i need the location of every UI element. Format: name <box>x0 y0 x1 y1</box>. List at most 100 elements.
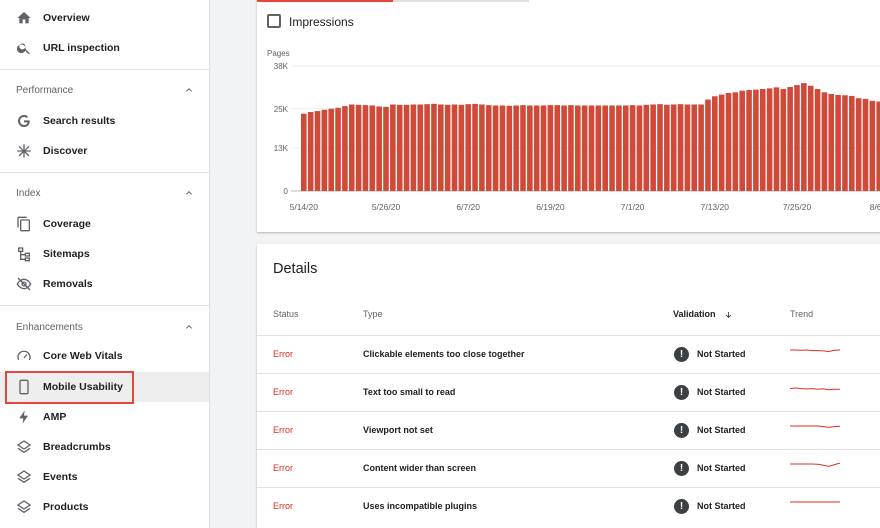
sidebar-item-discover[interactable]: Discover <box>0 136 209 166</box>
asterisk-icon <box>16 143 32 159</box>
chart-bar <box>396 104 403 191</box>
chart-bar <box>643 104 650 191</box>
chart-bar <box>424 104 430 191</box>
sidebar-item-breadcrumbs[interactable]: Breadcrumbs <box>0 432 209 462</box>
chart-bar <box>307 112 314 191</box>
chart-bar <box>376 106 382 191</box>
chart-bar <box>718 94 725 191</box>
chart-bar <box>622 105 629 191</box>
table-row[interactable]: Error Viewport not set! Not Started <box>257 411 880 449</box>
chart-bar <box>348 104 355 191</box>
chart-bar <box>705 99 711 191</box>
chart-bar <box>595 105 602 191</box>
chart-bar <box>335 107 341 191</box>
table-row[interactable]: Error Text too small to read! Not Started <box>257 373 880 411</box>
trend-sparkline <box>790 425 840 428</box>
table-row[interactable]: Error Clickable elements too close togeth… <box>257 335 880 373</box>
sidebar-item-url-inspection[interactable]: URL inspection <box>0 33 209 63</box>
section-title: Performance <box>16 84 74 96</box>
chart-bar <box>458 104 465 191</box>
chart-bar <box>472 103 478 191</box>
sidebar-item-mobile-usability[interactable]: Mobile Usability <box>0 371 209 404</box>
chart-bar <box>417 104 424 191</box>
chart-bar <box>862 98 869 191</box>
chart-bar <box>670 104 677 191</box>
alert-icon: ! <box>674 461 689 476</box>
chart-bar <box>657 104 663 191</box>
details-card: Details Status Type Validation Trend Err… <box>257 244 880 528</box>
layers-icon <box>16 499 32 515</box>
table-row[interactable]: Error Uses incompatible plugins! Not Start… <box>257 487 880 525</box>
column-header-status[interactable]: Status <box>273 309 299 319</box>
chart-bar <box>773 87 780 191</box>
chart-bar <box>321 109 328 191</box>
validation-cell: Not Started <box>697 387 746 397</box>
column-header-trend[interactable]: Trend <box>790 309 814 319</box>
type-cell: Clickable elements too close together <box>363 349 525 359</box>
tab-indicator-inactive <box>393 0 529 2</box>
chart-bar <box>609 105 615 191</box>
chart-bar <box>842 95 848 191</box>
sidebar-item-search-results[interactable]: Search results <box>0 106 209 136</box>
chart-bar <box>355 104 362 191</box>
chart-bar <box>403 104 410 191</box>
chart-bar <box>712 96 718 191</box>
trend-sparkline <box>790 349 840 353</box>
sidebar-item-sitemaps[interactable]: Sitemaps <box>0 239 209 269</box>
chart-bar <box>390 104 396 191</box>
x-tick-label: 6/19/20 <box>536 202 565 212</box>
chart-bar <box>499 105 506 191</box>
impressions-checkbox[interactable] <box>267 14 281 28</box>
y-tick-label: 0 <box>284 187 289 196</box>
section-header-enhancements[interactable]: Enhancements <box>0 317 209 337</box>
column-header-validation[interactable]: Validation <box>673 309 733 320</box>
speedometer-icon <box>16 348 32 364</box>
type-cell: Viewport not set <box>363 425 433 435</box>
chart-bar <box>438 104 444 191</box>
chart-bar <box>801 83 807 191</box>
trend-line <box>790 462 840 467</box>
sidebar-item-label: Breadcrumbs <box>43 441 111 453</box>
x-tick-label: 6/7/20 <box>456 202 480 212</box>
x-tick-label: 5/14/20 <box>290 202 319 212</box>
sidebar-item-amp[interactable]: AMP <box>0 402 209 432</box>
chart-bar <box>855 98 862 191</box>
sidebar-item-removals[interactable]: Removals <box>0 269 209 299</box>
section-header-index[interactable]: Index <box>0 183 209 203</box>
chart-bar <box>732 92 739 191</box>
sidebar-item-coverage[interactable]: Coverage <box>0 209 209 239</box>
chart-card: Impressions Pages 38K 25K 13K 0 5/14/20 5/26… <box>257 0 880 232</box>
column-header-type[interactable]: Type <box>363 309 383 319</box>
sidebar-item-events[interactable]: Events <box>0 462 209 492</box>
table-row[interactable]: Error Content wider than screen! Not Start… <box>257 449 880 487</box>
layers-icon <box>16 439 32 455</box>
chart-bar <box>342 106 348 191</box>
chart-bar <box>513 105 519 191</box>
divider <box>0 172 209 173</box>
x-tick-label: 5/26/20 <box>372 202 401 212</box>
x-tick-label: 7/25/20 <box>783 202 812 212</box>
chart-bar <box>588 105 595 191</box>
eye-off-icon <box>16 276 32 292</box>
chart-bar <box>465 104 471 191</box>
divider <box>0 305 209 306</box>
chart-bar <box>629 105 636 191</box>
sidebar-item-label: Discover <box>43 145 88 157</box>
chart-bar <box>581 105 588 191</box>
chart-bar <box>602 105 608 191</box>
chart-bar <box>444 104 451 191</box>
sidebar-item-core-web-vitals[interactable]: Core Web Vitals <box>0 341 209 371</box>
x-tick-label: 8/6/2 <box>870 202 880 212</box>
section-header-performance[interactable]: Performance <box>0 80 209 100</box>
impressions-label: Impressions <box>289 15 354 29</box>
sidebar-item-overview[interactable]: Overview <box>0 3 209 33</box>
validation-cell: Not Started <box>697 349 746 359</box>
status-cell: Error <box>273 387 293 397</box>
chart-bar <box>746 90 752 191</box>
chart-bar <box>814 89 821 191</box>
chart-bar <box>807 85 814 191</box>
chart-bar <box>691 104 698 191</box>
chart-bar <box>369 105 376 191</box>
chart-bar <box>876 101 880 191</box>
sidebar-item-products[interactable]: Products <box>0 492 209 522</box>
